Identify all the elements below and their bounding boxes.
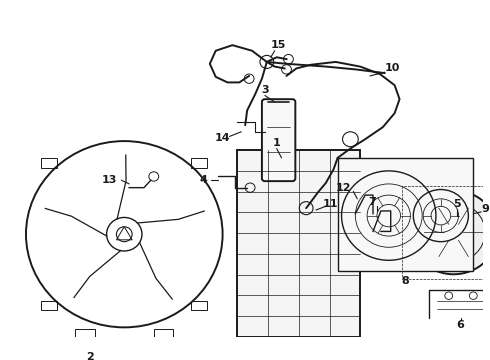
Text: 13: 13 <box>102 175 117 185</box>
Text: 1: 1 <box>273 138 281 148</box>
Text: 10: 10 <box>385 63 400 73</box>
Bar <box>338 158 473 271</box>
Bar <box>192 301 207 310</box>
Text: 3: 3 <box>261 85 269 95</box>
Bar <box>247 337 267 351</box>
Bar <box>192 158 207 168</box>
Text: 8: 8 <box>402 276 409 286</box>
Text: 11: 11 <box>323 199 339 210</box>
Text: 2: 2 <box>86 352 94 360</box>
Text: 9: 9 <box>481 204 489 214</box>
Bar <box>331 337 350 351</box>
Text: 15: 15 <box>271 40 286 50</box>
Text: 14: 14 <box>215 133 230 143</box>
Bar <box>237 150 360 337</box>
Circle shape <box>409 190 490 274</box>
Bar <box>75 329 95 341</box>
Text: 6: 6 <box>457 320 465 330</box>
Text: 5: 5 <box>453 199 461 210</box>
Text: 7: 7 <box>368 197 376 207</box>
Text: 12: 12 <box>336 183 351 193</box>
Bar <box>154 329 173 341</box>
Text: 4: 4 <box>200 175 208 185</box>
Bar <box>41 301 57 310</box>
Bar <box>41 158 57 168</box>
FancyBboxPatch shape <box>262 99 295 181</box>
